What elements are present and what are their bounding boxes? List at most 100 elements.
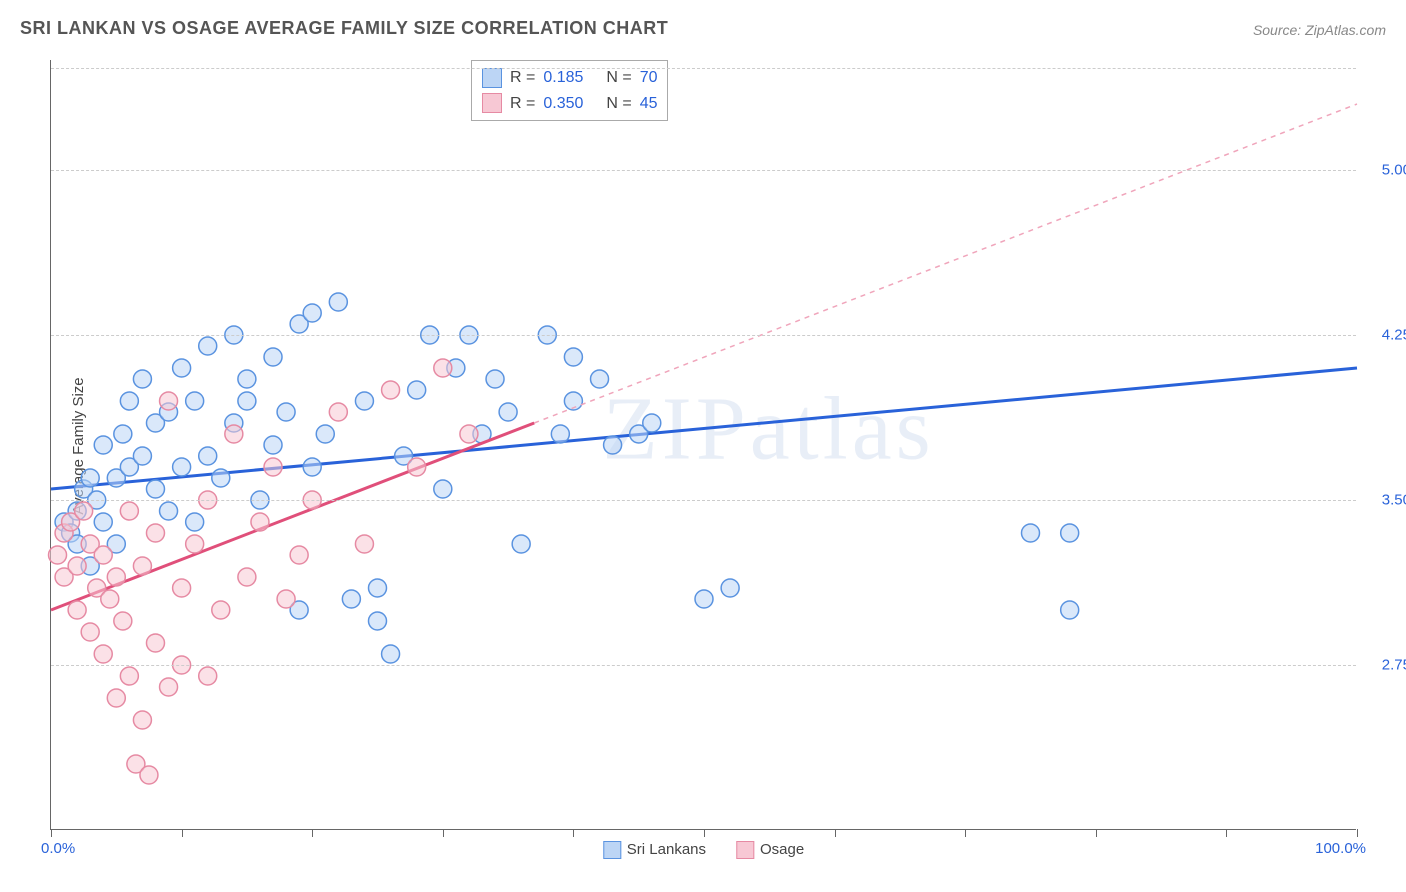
data-point <box>107 568 125 586</box>
x-tick <box>1096 829 1097 837</box>
data-point <box>408 381 426 399</box>
data-point <box>173 359 191 377</box>
data-point <box>643 414 661 432</box>
data-point <box>114 612 132 630</box>
data-point <box>107 689 125 707</box>
data-point <box>186 535 204 553</box>
data-point <box>133 447 151 465</box>
x-tick <box>1357 829 1358 837</box>
data-point <box>303 458 321 476</box>
x-tick <box>51 829 52 837</box>
data-point <box>564 348 582 366</box>
chart-container: SRI LANKAN VS OSAGE AVERAGE FAMILY SIZE … <box>0 0 1406 892</box>
gridline <box>51 170 1356 171</box>
y-tick-label: 4.25 <box>1382 327 1406 344</box>
legend-swatch <box>603 841 621 859</box>
data-point <box>277 590 295 608</box>
data-point <box>551 425 569 443</box>
data-point <box>68 557 86 575</box>
data-point <box>382 645 400 663</box>
data-point <box>1022 524 1040 542</box>
data-point <box>238 370 256 388</box>
stats-row: R =0.350N =45 <box>482 91 657 117</box>
data-point <box>499 403 517 421</box>
data-point <box>146 480 164 498</box>
data-point <box>355 392 373 410</box>
stats-legend-box: R =0.185N =70R =0.350N =45 <box>471 60 668 121</box>
x-tick <box>965 829 966 837</box>
data-point <box>133 557 151 575</box>
data-point <box>238 392 256 410</box>
scatter-svg <box>51 60 1356 829</box>
x-tick <box>1226 829 1227 837</box>
x-tick <box>312 829 313 837</box>
data-point <box>199 447 217 465</box>
data-point <box>591 370 609 388</box>
data-point <box>382 381 400 399</box>
x-tick <box>443 829 444 837</box>
data-point <box>186 513 204 531</box>
data-point <box>721 579 739 597</box>
data-point <box>140 766 158 784</box>
data-point <box>486 370 504 388</box>
data-point <box>160 502 178 520</box>
data-point <box>94 436 112 454</box>
gridline <box>51 500 1356 501</box>
legend-swatch <box>482 93 502 113</box>
data-point <box>186 392 204 410</box>
data-point <box>604 436 622 454</box>
legend-item: Sri Lankans <box>603 841 706 859</box>
data-point <box>316 425 334 443</box>
data-point <box>133 370 151 388</box>
data-point <box>81 623 99 641</box>
data-point <box>212 601 230 619</box>
gridline <box>51 665 1356 666</box>
x-tick <box>182 829 183 837</box>
n-label: N = <box>606 91 631 117</box>
data-point <box>369 579 387 597</box>
data-point <box>264 436 282 454</box>
data-point <box>120 392 138 410</box>
data-point <box>277 403 295 421</box>
data-point <box>342 590 360 608</box>
data-point <box>94 546 112 564</box>
data-point <box>264 458 282 476</box>
n-value: 45 <box>640 91 658 117</box>
data-point <box>199 667 217 685</box>
r-label: R = <box>510 91 535 117</box>
data-point <box>212 469 230 487</box>
data-point <box>94 645 112 663</box>
chart-title: SRI LANKAN VS OSAGE AVERAGE FAMILY SIZE … <box>20 18 668 39</box>
data-point <box>329 403 347 421</box>
gridline <box>51 335 1356 336</box>
data-point <box>173 579 191 597</box>
legend-swatch <box>736 841 754 859</box>
legend-label: Osage <box>760 841 804 858</box>
data-point <box>114 425 132 443</box>
data-point <box>329 293 347 311</box>
data-point <box>94 513 112 531</box>
data-point <box>173 458 191 476</box>
data-point <box>101 590 119 608</box>
data-point <box>120 502 138 520</box>
data-point <box>146 524 164 542</box>
y-tick-label: 5.00 <box>1382 162 1406 179</box>
data-point <box>1061 524 1079 542</box>
data-point <box>75 502 93 520</box>
x-tick <box>704 829 705 837</box>
data-point <box>199 337 217 355</box>
data-point <box>290 546 308 564</box>
y-tick-label: 2.75 <box>1382 657 1406 674</box>
data-point <box>251 513 269 531</box>
data-point <box>225 425 243 443</box>
data-point <box>81 469 99 487</box>
plot-area: ZIPatlas R =0.185N =70R =0.350N =45 0.0%… <box>50 60 1356 830</box>
data-point <box>434 359 452 377</box>
legend-item: Osage <box>736 841 804 859</box>
data-point <box>49 546 67 564</box>
data-point <box>434 480 452 498</box>
x-tick <box>835 829 836 837</box>
data-point <box>512 535 530 553</box>
data-point <box>460 425 478 443</box>
data-point <box>408 458 426 476</box>
